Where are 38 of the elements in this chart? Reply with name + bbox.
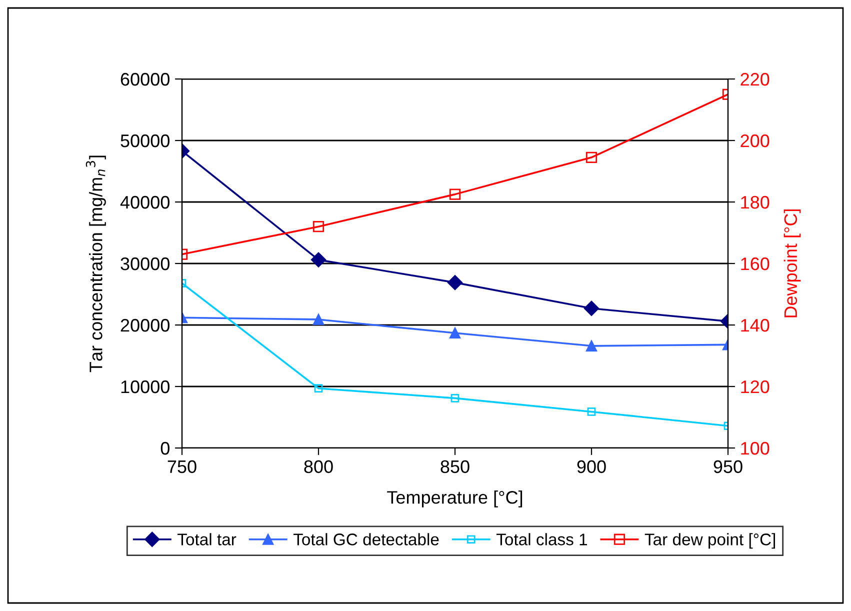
point [587,408,596,416]
point [314,384,323,393]
y-tick-label: 0 [160,442,170,455]
point [586,340,598,352]
x-tick-label: 900 [577,460,606,474]
point [312,221,324,232]
legend-label: Total GC detectable [293,533,439,546]
y2-tick-label: 200 [740,134,770,148]
x-axis-title: Temperature [°C] [387,490,522,508]
y2-tick-label: 220 [740,72,770,86]
y-tick-label: 20000 [120,318,170,332]
x-tick-label: 800 [304,460,333,474]
point [310,252,326,268]
point [584,300,600,316]
y2-tick-label: 180 [741,196,770,209]
point [449,188,461,200]
point [447,274,463,290]
point [450,394,460,402]
y2-tick-label: 100 [741,442,770,455]
x-tick-label: 950 [714,460,742,474]
y-tick-label: 40000 [120,196,170,209]
legend-label: Total class 1 [496,533,588,546]
point [312,314,324,326]
y-axis-title: Tar concentration [mg/m$_{n}$$^{3}$] [86,156,106,372]
legend-label: Tar dew point [°C] [644,533,776,549]
point [449,327,461,339]
y2-tick-label: 120 [741,380,770,394]
y-tick-label: 60000 [120,72,170,86]
y2-tick-label: 160 [741,257,770,270]
y-tick-label: 10000 [121,380,170,394]
point [586,152,598,163]
legend-label: Total tar [178,533,236,546]
x-tick-label: 750 [168,460,196,474]
y-tick-label: 50000 [120,134,170,148]
y2-axis-title: Dewpoint [°C] [784,209,801,318]
x-tick-label: 850 [440,460,470,474]
y2-tick-label: 140 [741,318,770,332]
y-tick-label: 30000 [120,257,170,270]
